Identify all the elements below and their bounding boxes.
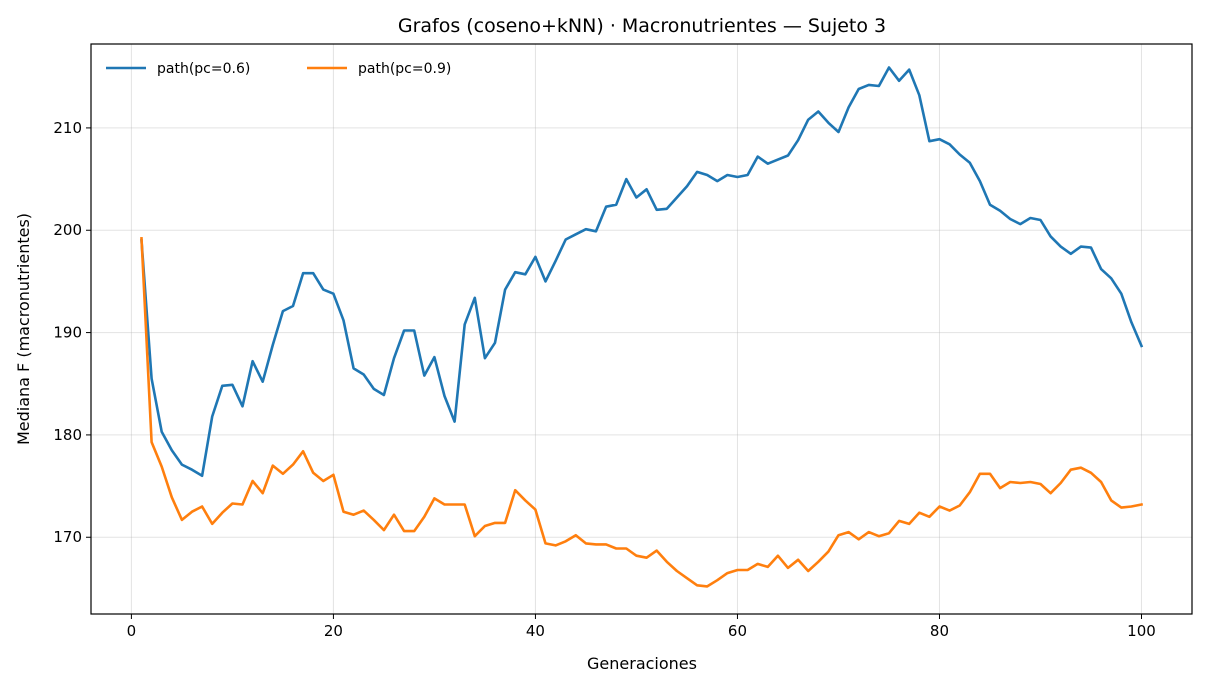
series-lines [140, 66, 1144, 588]
chart-title: Grafos (coseno+kNN) · Macronutrientes — … [398, 15, 886, 37]
y-axis-title: Mediana F (macronutrientes) [14, 213, 33, 445]
y-tick-label: 210 [53, 119, 82, 137]
legend-label-2: path(pc=0.9) [358, 61, 451, 77]
legend: path(pc=0.6) path(pc=0.9) [106, 61, 451, 77]
y-tick-label: 170 [53, 528, 82, 546]
y-tick-label: 190 [53, 324, 82, 342]
x-tick-label: 20 [324, 622, 343, 640]
axis-ticks: 0 20 40 60 80 100 170 180 190 200 210 [53, 119, 1155, 640]
legend-label-1: path(pc=0.6) [157, 61, 250, 77]
plot-area-frame [90, 43, 1193, 615]
x-tick-label: 80 [930, 622, 949, 640]
series-line-2 [140, 237, 1144, 588]
x-tick-label: 60 [728, 622, 747, 640]
y-tick-label: 180 [53, 426, 82, 444]
gridlines [91, 44, 1192, 614]
x-axis-title: Generaciones [587, 654, 697, 673]
x-tick-label: 40 [526, 622, 545, 640]
series-line-1 [140, 66, 1144, 478]
y-tick-label: 200 [53, 221, 82, 239]
x-tick-label: 0 [127, 622, 137, 640]
x-tick-label: 100 [1127, 622, 1156, 640]
